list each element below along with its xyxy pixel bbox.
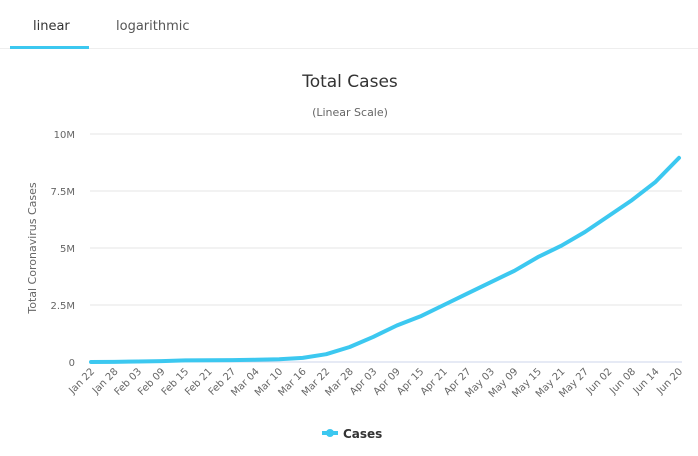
y-tick-label: 10M	[54, 130, 75, 141]
x-tick-label: Jun 14	[631, 366, 662, 397]
series-line-cases[interactable]	[89, 155, 681, 364]
tab-linear[interactable]: linear	[33, 19, 70, 34]
legend-item-cases[interactable]: Cases	[322, 427, 382, 441]
chart-title: Total Cases	[301, 72, 398, 92]
y-axis-label: Total Coronavirus Cases	[26, 182, 39, 315]
scale-tabs: linear logarithmic	[0, 0, 698, 49]
chart-subtitle: (Linear Scale)	[312, 106, 388, 119]
x-tick-label: Jan 22	[66, 366, 97, 397]
legend-label: Cases	[343, 427, 382, 441]
active-tab-indicator	[10, 46, 89, 49]
y-tick-label: 0	[69, 358, 75, 369]
tab-logarithmic[interactable]: logarithmic	[116, 19, 190, 34]
x-tick-label: Jun 02	[584, 366, 615, 397]
x-tick-label: Jun 08	[607, 366, 638, 397]
x-tick-label: Jun 20	[654, 366, 685, 397]
y-tick-label: 2.5M	[50, 301, 75, 312]
legend-marker	[326, 429, 334, 437]
y-tick-label: 5M	[60, 244, 75, 255]
y-tick-label: 7.5M	[50, 187, 75, 198]
